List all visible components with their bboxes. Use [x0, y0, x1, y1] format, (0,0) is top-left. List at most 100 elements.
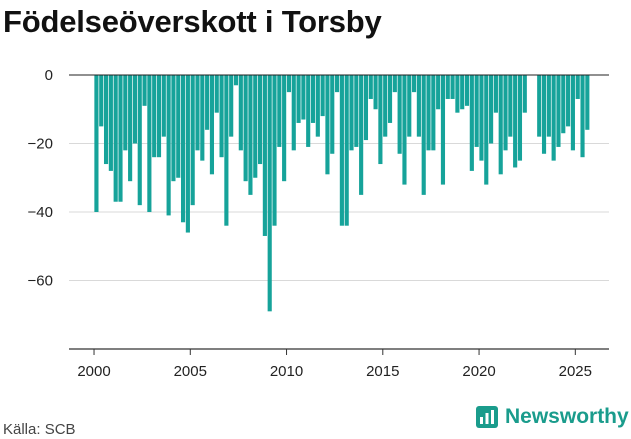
- bar: [368, 75, 373, 99]
- tick-labels: 0 −20 −40 −60 2000 2005 2010 2015 2020 2025: [28, 67, 592, 380]
- bar: [517, 75, 523, 161]
- bar: [301, 75, 306, 120]
- bar: [147, 75, 152, 212]
- bar: [354, 75, 359, 147]
- bar: [585, 75, 590, 130]
- bar: [137, 75, 142, 206]
- bar: [94, 75, 99, 212]
- bar: [123, 75, 128, 151]
- bar: [306, 75, 311, 147]
- bar: [325, 75, 330, 175]
- bar: [440, 75, 446, 185]
- bar: [272, 75, 277, 226]
- bar: [291, 75, 296, 151]
- bar: [296, 75, 301, 123]
- bar: [229, 75, 234, 137]
- bar: [479, 75, 484, 161]
- bar: [566, 75, 571, 127]
- bar: [493, 75, 498, 113]
- bar: [359, 75, 364, 195]
- bar: [243, 75, 248, 182]
- bar: [575, 75, 580, 99]
- bar: [161, 75, 166, 137]
- bar: [209, 75, 215, 175]
- bar: [363, 75, 369, 141]
- x-tick-label: 2005: [174, 363, 207, 380]
- bar: [522, 75, 527, 113]
- bar: [113, 75, 118, 202]
- x-tick-label: 2020: [462, 363, 495, 380]
- bar: [315, 75, 320, 137]
- bar: [460, 75, 465, 110]
- chart-title: Födelseöverskott i Torsby: [3, 4, 382, 39]
- bar: [238, 75, 243, 151]
- bar: [402, 75, 407, 185]
- y-tick-label: 0: [45, 67, 53, 84]
- bar: [416, 75, 421, 137]
- bar: [152, 75, 157, 158]
- bar: [580, 75, 585, 158]
- bar: [339, 75, 344, 226]
- bar: [407, 75, 412, 137]
- bar: [378, 75, 383, 165]
- bar: [200, 75, 205, 161]
- y-tick-label: −20: [28, 136, 53, 153]
- bar: [233, 75, 239, 86]
- bar: [556, 75, 561, 147]
- bar: [503, 75, 508, 151]
- bar: [436, 75, 441, 110]
- bar: [498, 75, 503, 175]
- bar: [190, 75, 195, 206]
- bar: [103, 75, 109, 165]
- bar: [330, 75, 335, 154]
- bar-series: [94, 75, 590, 312]
- bar: [253, 75, 258, 178]
- bar: [551, 75, 556, 161]
- bar: [267, 75, 272, 312]
- bar: [541, 75, 547, 154]
- bar: [118, 75, 123, 202]
- bar: [561, 75, 566, 134]
- bar: [383, 75, 388, 137]
- bar: [258, 75, 263, 165]
- bar: [426, 75, 431, 151]
- y-tick-label: −40: [28, 204, 53, 221]
- bar: [142, 75, 147, 106]
- bar: [166, 75, 171, 216]
- bar: [546, 75, 551, 137]
- bar: [489, 75, 494, 144]
- source-note: Källa: SCB: [3, 421, 76, 438]
- bar: [349, 75, 354, 151]
- brand-logo: Newsworthy: [476, 405, 629, 429]
- bar: [335, 75, 340, 93]
- bar: [171, 75, 176, 182]
- bar: [387, 75, 393, 123]
- bar: [108, 75, 113, 171]
- bar: [455, 75, 460, 113]
- bar: [344, 75, 349, 226]
- bar: [282, 75, 287, 182]
- bar: [180, 75, 186, 223]
- x-tick-label: 2010: [270, 363, 303, 380]
- bar: [431, 75, 436, 151]
- x-tick-label: 2000: [77, 363, 110, 380]
- bar: [445, 75, 450, 99]
- bar: [224, 75, 229, 226]
- bar: [484, 75, 489, 185]
- bar: [537, 75, 542, 137]
- bar: [508, 75, 513, 137]
- bar: [99, 75, 104, 127]
- bar: [277, 75, 282, 147]
- bar: [397, 75, 402, 154]
- bar: [474, 75, 479, 147]
- bar: [214, 75, 219, 113]
- bar: [132, 75, 138, 144]
- bar: [320, 75, 325, 117]
- x-tick-label: 2015: [366, 363, 399, 380]
- y-tick-label: −60: [28, 273, 53, 290]
- bar: [464, 75, 470, 106]
- bar: [286, 75, 292, 93]
- bar: [450, 75, 455, 99]
- bar: [156, 75, 162, 158]
